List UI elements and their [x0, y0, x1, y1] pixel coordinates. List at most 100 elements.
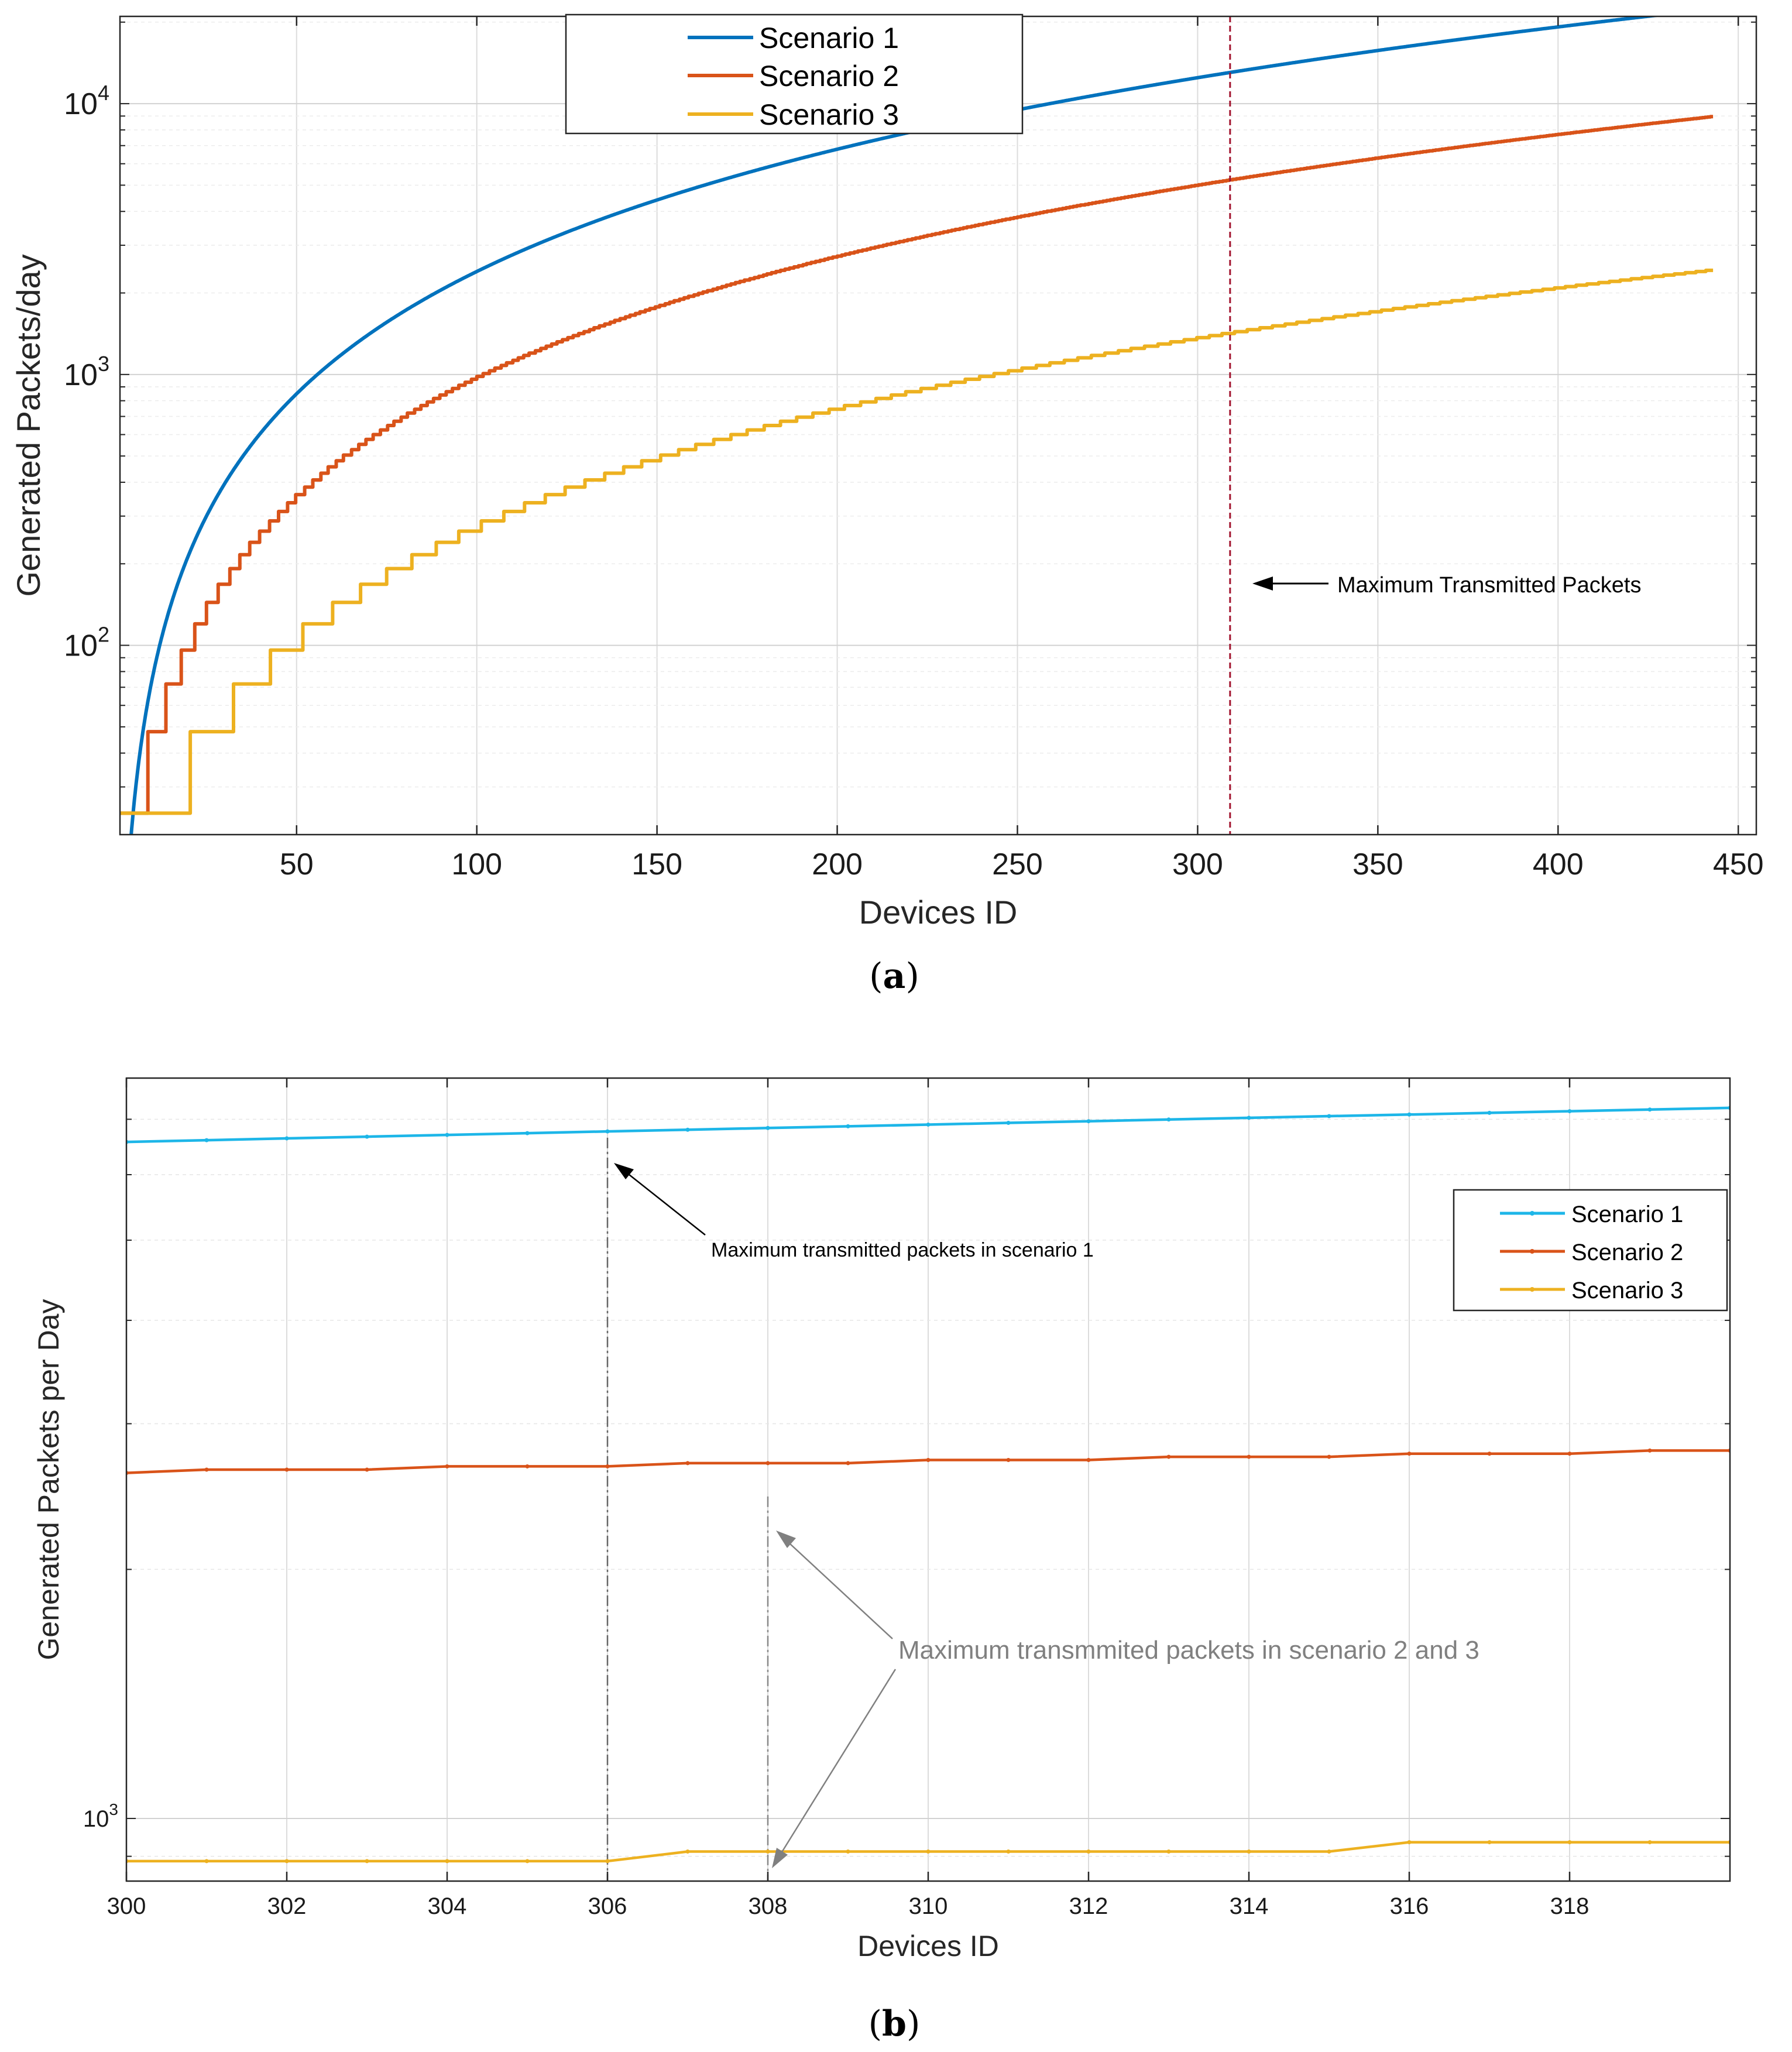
series-2-point	[605, 1464, 610, 1468]
x-axis-label-b: Devices ID	[857, 1930, 999, 1962]
series-1-point	[1647, 1107, 1652, 1112]
series-1-point	[445, 1133, 449, 1137]
series-2-point	[1567, 1452, 1572, 1456]
series-2-point	[1086, 1457, 1091, 1462]
x-tick-label: 300	[107, 1893, 146, 1919]
ticks-a	[120, 16, 1756, 835]
legend-box-a	[565, 13, 1024, 135]
y-tick-base: 10	[64, 629, 98, 663]
series-line-2	[120, 115, 1714, 815]
series-1-point	[525, 1131, 530, 1135]
series-2-point	[1487, 1452, 1492, 1456]
series-3-point	[605, 1859, 610, 1864]
max-vlines-b	[606, 1137, 769, 1881]
x-tick-label: 150	[631, 847, 682, 881]
series-2-point	[204, 1467, 209, 1472]
series-1-point	[926, 1122, 931, 1127]
series-line-3	[120, 268, 1714, 815]
legend-label-a-2: Scenario 2	[759, 60, 899, 92]
y-tick-exponent: 2	[98, 623, 109, 647]
series-3-point	[365, 1859, 369, 1864]
annotation-text-a: Maximum Transmitted Packets	[1337, 573, 1641, 598]
annotation-arrow-b-2a	[788, 1542, 893, 1639]
series-3-point	[1407, 1840, 1412, 1845]
series-2-point	[765, 1461, 770, 1466]
annotation-b-2: Maximum transmmited packets in scenario …	[772, 1531, 1479, 1868]
series-2-point	[1327, 1454, 1331, 1459]
ticks-b	[125, 1078, 1730, 1881]
series-3-point	[1487, 1840, 1492, 1845]
annotation-arrow-b-2b	[780, 1669, 897, 1854]
y-axis-label-a: Generated Packets/day	[10, 254, 47, 596]
legend-marker-b-2	[1530, 1249, 1534, 1254]
series-3-point	[685, 1849, 690, 1854]
series-2-point	[1647, 1448, 1652, 1453]
series-2-point	[1006, 1457, 1011, 1462]
annotation-b-1: Maximum transmitted packets in scenario …	[614, 1163, 1094, 1261]
series-3-point	[846, 1849, 850, 1854]
series-1-point	[685, 1127, 690, 1132]
y-axis-label-b: Generated Packets per Day	[32, 1299, 65, 1660]
annotation-arrowhead-b-1	[614, 1163, 634, 1179]
annotation-arrow-b-1	[626, 1172, 706, 1236]
series-1-point	[1247, 1116, 1251, 1120]
series-1-point	[1327, 1114, 1331, 1118]
y-tick-base: 10	[83, 1806, 109, 1832]
annotation-text-b-2: Maximum transmmited packets in scenario …	[898, 1636, 1479, 1665]
legend-box-b	[1453, 1189, 1728, 1312]
series-2-point	[1407, 1452, 1412, 1456]
x-tick-label: 312	[1069, 1893, 1108, 1919]
x-tick-label: 304	[428, 1893, 467, 1919]
y-tick-exponent: 4	[98, 81, 109, 105]
series-b	[126, 1106, 1730, 1864]
x-tick-label: 100	[451, 847, 502, 881]
series-2-point	[846, 1461, 850, 1466]
series-3-point	[1327, 1849, 1331, 1854]
y-tick-base: 10	[64, 87, 98, 121]
x-tick-label: 306	[588, 1893, 627, 1919]
series-1-point	[204, 1138, 209, 1142]
annotation-a: Maximum Transmitted Packets	[1252, 573, 1641, 598]
x-tick-labels-a: 50 100 150 200 250 300 350 400 450	[280, 847, 1764, 881]
caption-a: (a)	[869, 956, 919, 997]
y-tick-label: 104	[64, 81, 109, 121]
series-3-point	[525, 1859, 530, 1864]
x-tick-label: 310	[909, 1893, 948, 1919]
series-1-point	[846, 1124, 850, 1128]
series-2-point	[284, 1467, 289, 1472]
x-tick-label: 302	[267, 1893, 307, 1919]
series-3-point	[1086, 1849, 1091, 1854]
y-tick-base: 10	[64, 358, 98, 392]
series-2-point	[1247, 1454, 1251, 1459]
y-tick-label: 103	[83, 1800, 118, 1832]
series-1-point	[1487, 1110, 1492, 1115]
legend-marker-b-3	[1530, 1287, 1534, 1292]
series-3-point	[1006, 1849, 1011, 1854]
series-3-point	[1567, 1840, 1572, 1845]
series-3-point	[1647, 1840, 1652, 1845]
legend-label-b-1: Scenario 1	[1571, 1202, 1683, 1227]
series-2-point	[1166, 1454, 1171, 1459]
annotation-arrowhead-a	[1252, 577, 1273, 591]
series-1-point	[1006, 1121, 1011, 1125]
x-tick-label: 308	[749, 1893, 788, 1919]
x-tick-label: 316	[1390, 1893, 1429, 1919]
chart-b: 300 302 304 306 308 310 312 314 316 318 103 Devic…	[32, 1077, 1731, 2044]
annotation-arrowhead-b-2b	[772, 1848, 788, 1868]
annotation-arrowhead-b-2a	[776, 1531, 796, 1548]
series-1-point	[1567, 1109, 1572, 1114]
y-tick-label: 102	[64, 623, 109, 663]
x-tick-label: 400	[1533, 847, 1584, 881]
caption-b: (b)	[868, 2003, 921, 2044]
series-1-point	[365, 1134, 369, 1139]
x-tick-label: 250	[992, 847, 1043, 881]
legend-a: Scenario 1 Scenario 2 Scenario 3	[565, 13, 1024, 135]
series-1-point	[284, 1136, 289, 1141]
series-1-point	[1086, 1119, 1091, 1124]
legend-b: Scenario 1 Scenario 2 Scenario 3	[1453, 1189, 1728, 1312]
series-2-point	[685, 1461, 690, 1466]
series-3-point	[1247, 1849, 1251, 1854]
